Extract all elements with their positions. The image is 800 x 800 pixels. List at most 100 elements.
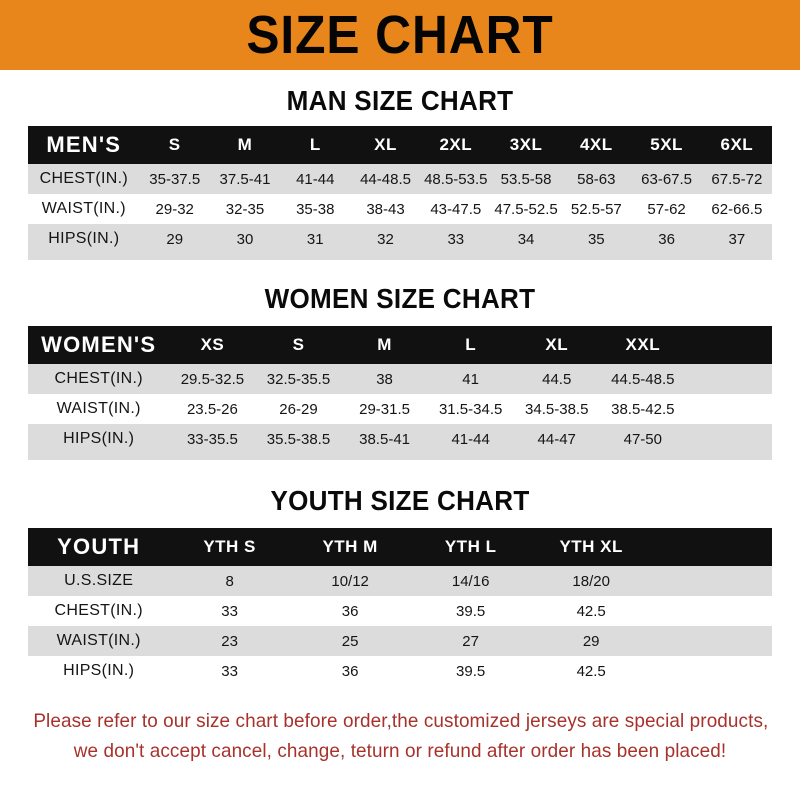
column-header: 3XL: [509, 135, 543, 154]
column-header: L: [465, 335, 477, 354]
column-header: YTH M: [322, 537, 378, 556]
table-cell: 10/12: [331, 572, 369, 590]
table-cell: 35-38: [296, 200, 335, 218]
table-cell: 41-44: [451, 430, 490, 448]
table-row: CHEST(IN.) 35-37.5 37.5-41 41-44 44-48.5 48.5…: [28, 164, 772, 194]
table-corner-label: MEN'S: [46, 132, 122, 157]
row-label: U.S.SIZE: [64, 572, 134, 589]
row-label: HIPS(IN.): [63, 662, 135, 679]
column-header: S: [168, 135, 181, 154]
table-cell-spacer: [651, 656, 772, 686]
table-row: CHEST(IN.) 33 36 39.5 42.5: [28, 596, 772, 626]
table-row: CHEST(IN.) 29.5-32.5 32.5-35.5 38 41 44.5 44.5…: [28, 364, 772, 394]
column-header: 6XL: [720, 135, 754, 154]
table-cell: 57-62: [647, 200, 686, 218]
table-header-row: YOUTH YTH S YTH M YTH L YTH XL: [28, 528, 772, 566]
table-cell: 44-47: [537, 430, 576, 448]
table-cell: 52.5-57: [570, 200, 622, 218]
table-cell: 43-47.5: [430, 200, 482, 218]
column-header: S: [292, 335, 305, 354]
table-cell: 44.5: [542, 370, 572, 388]
row-label: HIPS(IN.): [63, 430, 135, 447]
table-cell: 39.5: [456, 662, 486, 680]
table-row: WAIST(IN.) 23 25 27 29: [28, 626, 772, 656]
section-title-youth: YOUTH SIZE CHART: [270, 485, 530, 516]
table-cell: 25: [341, 632, 359, 650]
table-cell: 63-67.5: [641, 170, 693, 188]
table-cell: 31: [306, 230, 324, 248]
table-cell: 29: [166, 230, 184, 248]
table-cell: 38: [376, 370, 393, 388]
table-bottom-strip: [28, 686, 772, 692]
table-cell-spacer: [651, 566, 772, 596]
table-bottom-strip: [28, 254, 772, 260]
column-header: YTH S: [203, 537, 256, 556]
column-header: M: [237, 135, 253, 154]
table-cell: 29: [582, 632, 600, 650]
table-cell: 33: [221, 662, 238, 680]
size-table-womens: WOMEN'S XS S M L XL XXL CHEST(IN.) 29.5-32.5 32.5…: [28, 326, 772, 454]
table-cell: 33-35.5: [186, 430, 238, 448]
table-cell: 41-44: [296, 170, 335, 188]
table-cell: 36: [658, 230, 675, 248]
table-cell: 32.5-35.5: [266, 370, 331, 388]
row-label: CHEST(IN.): [54, 602, 143, 619]
table-cell: 33: [447, 230, 465, 248]
table-row: HIPS(IN.) 29 30 31 32 33 34 35 36 37: [28, 224, 772, 254]
table-cell: 37.5-41: [219, 170, 271, 188]
table-cell: 23: [221, 632, 238, 650]
column-header-spacer: [686, 326, 772, 364]
column-header: 5XL: [650, 135, 683, 154]
footer-note-line-1: Please refer to our size chart before or…: [33, 710, 769, 732]
size-table-mens: MEN'S S M L XL 2XL 3XL 4XL 5XL 6XL CHEST(IN.) 35-37…: [28, 126, 772, 254]
column-header: YTH XL: [559, 537, 623, 556]
section-title-mens: MAN SIZE CHART: [286, 85, 514, 116]
row-label: CHEST(IN.): [54, 370, 143, 387]
table-cell: 35-37.5: [149, 170, 201, 188]
table-row: WAIST(IN.) 23.5-26 26-29 29-31.5 31.5-34.5 34…: [28, 394, 772, 424]
footer-note-line-2: we don't accept cancel, change, teturn o…: [73, 740, 727, 762]
table-cell: 38-43: [366, 200, 405, 218]
table-row: WAIST(IN.) 29-32 32-35 35-38 38-43 43-47.5 47.…: [28, 194, 772, 224]
table-cell: 34.5-38.5: [525, 400, 589, 418]
column-header: XL: [374, 135, 397, 154]
table-row: HIPS(IN.) 33 36 39.5 42.5: [28, 656, 772, 686]
table-cell: 26-29: [279, 400, 318, 418]
table-cell: 35.5-38.5: [266, 430, 331, 448]
row-label: WAIST(IN.): [56, 400, 141, 417]
table-cell: 38.5-41: [359, 430, 410, 448]
table-cell: 47-50: [623, 430, 662, 448]
table-cell: 53.5-58: [500, 170, 552, 188]
column-header: M: [377, 335, 392, 354]
page-banner: SIZE CHART: [0, 0, 800, 70]
table-cell-spacer: [651, 596, 772, 626]
column-header: 4XL: [579, 135, 613, 154]
row-label: HIPS(IN.): [48, 230, 120, 247]
table-cell: 23.5-26: [186, 400, 238, 418]
table-cell: 30: [236, 230, 254, 248]
table-cell: 35: [587, 230, 605, 248]
table-cell: 8: [225, 572, 234, 590]
table-cell: 44.5-48.5: [611, 370, 675, 388]
table-cell: 42.5: [576, 662, 606, 680]
column-header-spacer: [651, 528, 772, 566]
table-row: HIPS(IN.) 33-35.5 35.5-38.5 38.5-41 41-44 44-…: [28, 424, 772, 454]
table-cell: 27: [462, 632, 479, 650]
table-cell: 62-66.5: [711, 200, 763, 218]
footer-note: Please refer to our size chart before or…: [33, 706, 769, 766]
page-title: SIZE CHART: [246, 5, 554, 65]
table-cell: 34: [517, 230, 535, 248]
size-table-youth: YOUTH YTH S YTH M YTH L YTH XL U.S.SIZE 8 10/12…: [28, 528, 772, 686]
table-cell: 18/20: [572, 572, 610, 590]
table-cell: 41: [462, 370, 479, 388]
table-cell: 14/16: [451, 572, 490, 590]
table-cell: 67.5-72: [711, 170, 763, 188]
table-cell: 44-48.5: [360, 170, 411, 188]
row-label: WAIST(IN.): [41, 200, 126, 217]
table-cell: 39.5: [456, 602, 486, 620]
table-cell: 32: [377, 230, 394, 248]
column-header: XL: [545, 335, 569, 354]
table-cell: 58-63: [577, 170, 616, 188]
column-header: XS: [200, 335, 225, 354]
